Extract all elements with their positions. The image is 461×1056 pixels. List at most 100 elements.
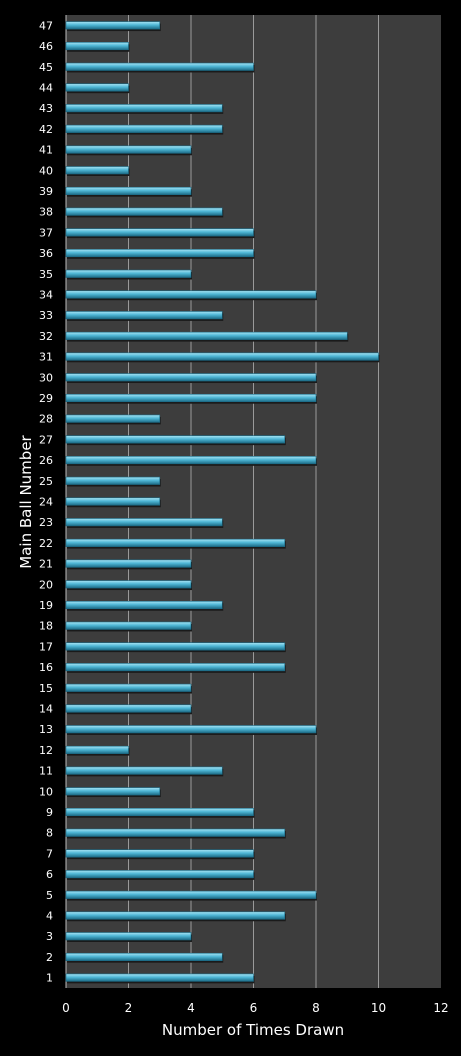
bar-17 <box>65 642 286 653</box>
bar-45 <box>65 62 255 73</box>
bar-rect <box>65 331 348 340</box>
bar-2 <box>65 952 224 963</box>
x-tick-label: 4 <box>187 1001 195 1015</box>
bar-rect <box>65 42 129 51</box>
y-tick-label: 17 <box>39 640 53 653</box>
y-tick-label: 19 <box>39 599 53 612</box>
x-tick-label: 12 <box>433 1001 448 1015</box>
bar-rect <box>65 828 286 837</box>
y-tick-label: 12 <box>39 744 53 757</box>
bar-10 <box>65 787 161 798</box>
y-tick-label: 33 <box>39 309 53 322</box>
bar-rect <box>65 932 192 941</box>
y-tick-label: 1 <box>46 972 53 985</box>
bar-33 <box>65 311 224 321</box>
bar-37 <box>65 228 255 239</box>
bar-rect <box>65 766 223 775</box>
bar-rect <box>65 83 129 92</box>
bar-22 <box>65 538 286 549</box>
bar-rect <box>65 352 379 361</box>
bar-35 <box>65 269 192 280</box>
bar-18 <box>65 621 192 632</box>
bar-30 <box>65 373 317 384</box>
y-tick-label: 39 <box>39 185 53 198</box>
y-tick-label: 5 <box>46 889 53 902</box>
bar-36 <box>65 249 255 259</box>
y-tick-label: 40 <box>39 164 53 177</box>
bar-43 <box>65 104 224 114</box>
y-tick-label: 35 <box>39 268 53 281</box>
bar-rect <box>65 808 254 817</box>
bar-41 <box>65 145 192 156</box>
bar-3 <box>65 932 192 942</box>
bar-rect <box>65 145 192 154</box>
bar-8 <box>65 828 286 839</box>
bars <box>65 21 380 984</box>
bar-rect <box>65 890 317 899</box>
bar-9 <box>65 808 255 818</box>
bar-26 <box>65 456 317 466</box>
bar-rect <box>65 745 129 754</box>
bar-21 <box>65 559 192 570</box>
bar-46 <box>65 42 130 52</box>
bar-rect <box>65 166 129 175</box>
bar-rect <box>65 642 286 651</box>
y-tick-label: 26 <box>39 454 53 467</box>
y-tick-label: 41 <box>39 144 53 157</box>
bar-rect <box>65 559 192 568</box>
y-tick-label: 20 <box>39 578 53 591</box>
bar-rect <box>65 621 192 630</box>
bar-7 <box>65 849 255 860</box>
y-tick-label: 32 <box>39 330 53 343</box>
y-tick-label: 44 <box>39 81 53 94</box>
bar-rect <box>65 249 254 258</box>
y-axis-title: Main Ball Number <box>17 434 35 568</box>
x-tick-label: 6 <box>250 1001 258 1015</box>
y-tick-label: 18 <box>39 620 53 633</box>
bar-rect <box>65 62 254 71</box>
y-tick-label: 8 <box>46 827 53 840</box>
bar-28 <box>65 414 161 425</box>
y-tick-label: 15 <box>39 682 53 695</box>
bar-34 <box>65 290 317 301</box>
bar-25 <box>65 476 161 487</box>
y-tick-label: 16 <box>39 661 53 674</box>
bar-20 <box>65 580 192 591</box>
x-tick-label: 0 <box>62 1001 70 1015</box>
bar-rect <box>65 435 286 444</box>
y-tick-label: 37 <box>39 226 53 239</box>
bar-42 <box>65 124 224 135</box>
y-tick-label: 9 <box>46 806 53 819</box>
y-tick-label: 28 <box>39 413 53 426</box>
y-tick-label: 10 <box>39 785 53 798</box>
bar-rect <box>65 849 254 858</box>
bar-rect <box>65 228 254 237</box>
bar-rect <box>65 476 161 485</box>
bar-5 <box>65 890 317 901</box>
y-tick-label: 7 <box>46 847 53 860</box>
x-tick-label: 8 <box>312 1001 320 1015</box>
y-tick-label: 4 <box>46 910 53 923</box>
bar-rect <box>65 21 161 30</box>
y-tick-label: 23 <box>39 516 53 529</box>
bar-rect <box>65 870 254 879</box>
y-tick-label: 2 <box>46 951 53 964</box>
bar-29 <box>65 393 317 404</box>
bar-27 <box>65 435 286 446</box>
bar-rect <box>65 269 192 278</box>
bar-1 <box>65 973 255 984</box>
y-tick-label: 21 <box>39 558 53 571</box>
bar-12 <box>65 745 130 756</box>
x-axis-title: Number of Times Drawn <box>162 1021 344 1039</box>
bar-23 <box>65 518 224 528</box>
bar-rect <box>65 124 223 133</box>
bar-rect <box>65 787 161 796</box>
bar-rect <box>65 518 223 527</box>
bar-4 <box>65 911 286 922</box>
y-tick-label: 42 <box>39 123 53 136</box>
bar-rect <box>65 414 161 423</box>
bar-13 <box>65 725 317 735</box>
y-tick-label: 27 <box>39 433 53 446</box>
bar-rect <box>65 393 317 403</box>
